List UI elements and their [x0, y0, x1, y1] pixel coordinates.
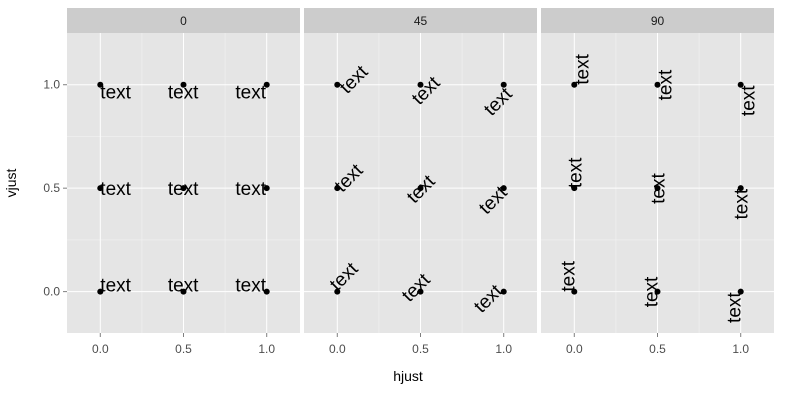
point-text-label: text — [572, 53, 593, 84]
data-point — [334, 185, 341, 192]
x-axis-title: hjust — [393, 368, 423, 384]
data-point — [180, 81, 187, 88]
x-tick-label: 0.5 — [649, 342, 666, 356]
x-tick-label: 1.0 — [732, 342, 749, 356]
x-tick-label: 0.5 — [175, 342, 192, 356]
point-text-label: text — [642, 276, 663, 307]
data-point — [737, 81, 744, 88]
data-point — [97, 185, 104, 192]
data-point — [654, 288, 661, 295]
data-point — [97, 288, 104, 295]
data-point — [500, 185, 507, 192]
point-text-label: text — [235, 276, 266, 297]
data-point — [417, 81, 424, 88]
data-point — [263, 81, 270, 88]
point-text-label: text — [100, 276, 131, 297]
x-tick-label: 0.5 — [412, 342, 429, 356]
data-point — [571, 81, 578, 88]
data-point — [180, 185, 187, 192]
facet-strip — [67, 8, 300, 33]
data-point — [571, 185, 578, 192]
x-tick-label: 0.0 — [329, 342, 346, 356]
data-point — [654, 185, 661, 192]
point-text-label: text — [739, 85, 760, 116]
x-tick-label: 0.0 — [566, 342, 583, 356]
data-point — [263, 288, 270, 295]
y-tick-label: 0.5 — [43, 181, 60, 195]
y-tick-label: 0.0 — [43, 285, 60, 299]
y-axis-title: vjust — [3, 169, 19, 198]
y-tick-label: 1.0 — [43, 78, 60, 92]
facet-strip — [304, 8, 537, 33]
point-text-label: text — [100, 179, 131, 200]
point-text-label: text — [235, 83, 266, 104]
data-point — [500, 81, 507, 88]
facet-panel-90: 90 0.0 0.5 1.0 text text text text text text text t… — [541, 8, 774, 356]
point-text-label: text — [565, 157, 586, 188]
point-text-label: text — [725, 292, 746, 323]
facet-strip-label: 90 — [651, 14, 665, 28]
facet-strip-label: 0 — [180, 14, 187, 28]
point-text-label: text — [168, 276, 199, 297]
data-point — [737, 185, 744, 192]
point-text-label: text — [100, 83, 131, 104]
facet-panel-0: 0 0.0 0.5 1.0 text text text text text text text te… — [67, 8, 300, 356]
point-text-label: text — [235, 179, 266, 200]
x-tick-label: 0.0 — [92, 342, 109, 356]
data-point — [571, 288, 578, 295]
point-text-label: text — [732, 188, 753, 219]
data-point — [263, 185, 270, 192]
data-point — [500, 288, 507, 295]
data-point — [97, 81, 104, 88]
point-text-label: text — [656, 69, 677, 100]
facet-strip-label: 45 — [414, 14, 428, 28]
data-point — [334, 288, 341, 295]
data-point — [334, 81, 341, 88]
data-point — [737, 288, 744, 295]
data-point — [180, 288, 187, 295]
point-text-label: text — [168, 83, 199, 104]
panels-layer: 0 0.0 0.5 1.0 text text text text text text text te… — [43, 8, 774, 356]
point-text-label: text — [649, 172, 670, 203]
facet-strip — [541, 8, 774, 33]
point-text-label: text — [558, 260, 579, 291]
data-point — [417, 185, 424, 192]
point-text-label: text — [168, 179, 199, 200]
data-point — [417, 288, 424, 295]
data-point — [654, 81, 661, 88]
x-tick-label: 1.0 — [495, 342, 512, 356]
x-tick-label: 1.0 — [258, 342, 275, 356]
